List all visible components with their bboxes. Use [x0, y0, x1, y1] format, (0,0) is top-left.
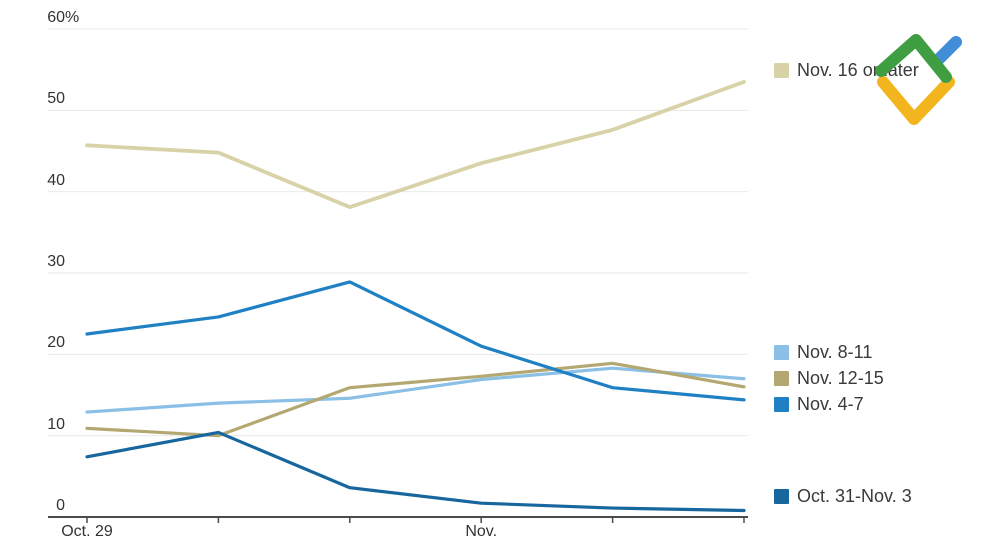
- legend-item-oct-31-nov-3: Oct. 31-Nov. 3: [774, 486, 912, 507]
- legend-label: Nov. 8-11: [797, 342, 873, 362]
- y-axis-label: 50: [47, 90, 65, 108]
- checkmark-brand-logo-icon: [875, 34, 962, 125]
- legend-swatch-nov-16-or-later: [774, 63, 789, 78]
- y-axis-label: 0: [56, 497, 65, 514]
- legend-item-nov-4-7: Nov. 4-7: [774, 394, 864, 415]
- legend-swatch-oct-31-nov-3: [774, 489, 789, 504]
- legend-item-nov-12-15: Nov. 12-15: [774, 368, 884, 389]
- legend-label: Oct. 31-Nov. 3: [797, 486, 912, 506]
- y-axis-label: 10: [47, 415, 65, 433]
- x-axis-label: Oct. 29: [61, 523, 113, 540]
- legend-item-nov-8-11: Nov. 8-11: [774, 342, 872, 363]
- legend-swatch-nov-12-15: [774, 371, 789, 386]
- legend-swatch-nov-4-7: [774, 397, 789, 412]
- y-axis-label: 40: [47, 171, 65, 189]
- x-axis-label: Nov.: [465, 523, 498, 540]
- y-axis-label: 60%: [47, 9, 80, 26]
- legend-label: Nov. 12-15: [797, 368, 884, 388]
- legend-label: Nov. 4-7: [797, 394, 864, 414]
- y-axis-label: 30: [47, 253, 65, 270]
- y-axis-label: 20: [47, 334, 65, 352]
- legend-swatch-nov-8-11: [774, 345, 789, 360]
